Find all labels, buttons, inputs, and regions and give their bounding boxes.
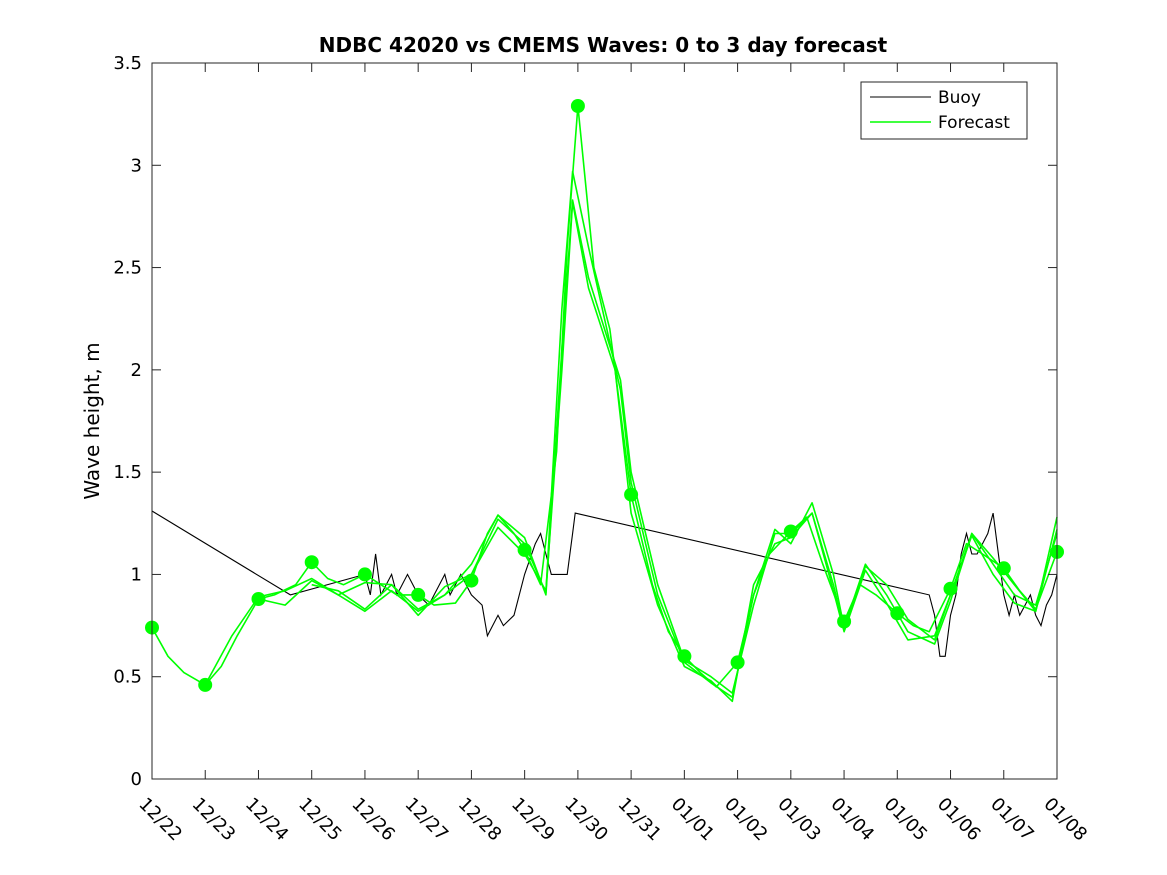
- forecast-marker-16: [943, 581, 958, 596]
- forecast-series-line-2: [204, 201, 1058, 703]
- legend: Buoy Forecast: [860, 81, 1028, 140]
- y-tick-label-0: 0: [131, 769, 142, 790]
- forecast-marker-10: [624, 487, 639, 502]
- y-tick-label-6: 3: [131, 155, 142, 176]
- forecast-marker-9: [570, 99, 585, 113]
- forecast-marker-12: [730, 655, 745, 670]
- forecast-marker-15: [890, 606, 905, 621]
- forecast-marker-11: [677, 649, 692, 664]
- y-tick-label-2: 1: [131, 564, 142, 585]
- legend-box: [860, 81, 1028, 140]
- forecast-marker-6: [411, 587, 426, 602]
- y-tick-label-4: 2: [131, 360, 142, 381]
- y-tick-label-5: 2.5: [113, 258, 142, 279]
- legend-buoy-label: Buoy: [938, 88, 981, 108]
- forecast-marker-7: [464, 573, 479, 588]
- y-tick-label-1: 0.5: [113, 667, 142, 688]
- forecast-marker-17: [996, 561, 1011, 576]
- forecast-marker-4: [304, 555, 319, 570]
- forecast-series-line-4: [311, 199, 1058, 694]
- y-axis-label: Wave height, m: [80, 342, 104, 499]
- chart-title: NDBC 42020 vs CMEMS Waves: 0 to 3 day fo…: [319, 33, 888, 57]
- legend-forecast-label: Forecast: [938, 113, 1010, 133]
- forecast-marker-2: [198, 677, 213, 692]
- forecast-marker-13: [783, 524, 798, 539]
- forecast-marker-5: [357, 567, 372, 582]
- y-tick-label-7: 3.5: [113, 53, 142, 74]
- axes-box: [151, 62, 1058, 780]
- forecast-marker-3: [251, 592, 266, 606]
- y-tick-label-3: 1.5: [113, 462, 142, 483]
- forecast-marker-14: [837, 614, 852, 629]
- forecast-marker-8: [517, 542, 532, 557]
